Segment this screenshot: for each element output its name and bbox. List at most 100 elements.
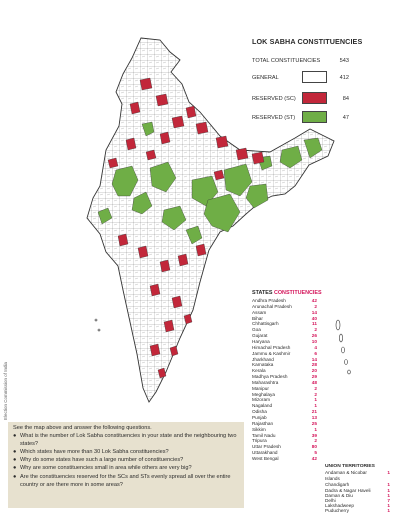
state-row: Jammu & Kashmir 6 — [252, 351, 317, 357]
state-row: Gujarat 26 — [252, 333, 317, 339]
state-constituency-count: 5 — [314, 450, 317, 456]
union-territory-constituency-count: 1 — [387, 508, 390, 513]
state-name: Assam — [252, 309, 267, 315]
state-name: Meghalaya — [252, 391, 275, 397]
state-constituency-count: 80 — [311, 444, 317, 450]
state-row: Haryana 10 — [252, 339, 317, 345]
sc-reserved-regions — [107, 77, 265, 379]
bullet-icon: ● — [13, 449, 17, 455]
state-name: Haryana — [252, 338, 270, 344]
union-territories-title: UNION TERRITORIES — [325, 464, 375, 469]
legend-st-swatch — [302, 111, 327, 123]
state-row: Uttar Pradesh 80 — [252, 444, 317, 450]
question-text: Why are some constituencies small in are… — [20, 465, 192, 471]
union-territory-constituency-count: 1 — [387, 503, 390, 508]
questions-intro: See the map above and answer the followi… — [13, 425, 152, 431]
total-constituencies-value: 543 — [339, 58, 349, 64]
question-text: Are the constituencies reserved for the … — [20, 474, 231, 488]
questions-box — [8, 422, 244, 508]
union-territory-row: Daman & Diu 1 — [325, 493, 390, 499]
state-name: Mizoram — [252, 397, 270, 403]
state-constituency-count: 42 — [311, 455, 317, 461]
state-row: Punjab 13 — [252, 415, 317, 421]
question-text: What is the number of Lok Sabha constitu… — [20, 433, 237, 447]
state-name: Madhya Pradesh — [252, 374, 288, 380]
st-reserved-regions — [97, 121, 323, 245]
state-constituency-count: 2 — [314, 438, 317, 444]
legend-sc-label: RESERVED (SC) — [252, 96, 296, 102]
state-constituency-count: 14 — [311, 356, 317, 362]
state-row: Rajasthan 25 — [252, 421, 317, 427]
states-title-highlight: CONSTITUENCIES — [273, 290, 322, 296]
legend-sc-swatch — [302, 92, 327, 104]
state-name: Odisha — [252, 409, 267, 415]
state-name: Jharkhand — [252, 356, 274, 362]
state-constituency-count: 14 — [311, 309, 317, 315]
state-constituency-count: 40 — [311, 315, 317, 321]
state-constituency-count: 1 — [314, 397, 317, 403]
state-row: Tamil Nadu 39 — [252, 433, 317, 439]
state-name: Kerala — [252, 368, 266, 374]
state-row: Madhya Pradesh 29 — [252, 374, 317, 380]
legend-general-value: 412 — [339, 75, 349, 81]
question-text: Which states have more than 30 Lok Sabha… — [20, 449, 169, 455]
state-name: Punjab — [252, 415, 267, 420]
state-row: Jharkhand 14 — [252, 357, 317, 363]
state-name: Himachal Pradesh — [252, 344, 291, 350]
state-name: Uttar Pradesh — [252, 444, 281, 450]
state-name: Tripura — [252, 438, 267, 444]
bullet-icon: ● — [13, 465, 17, 471]
state-row: Uttarakhand 5 — [252, 450, 317, 456]
state-name: Sikkim — [252, 426, 266, 432]
state-constituency-count: 11 — [312, 321, 317, 327]
union-territory-row: Dadra & Nagar Haveli 1 — [325, 488, 390, 494]
state-row: Arunachal Pradesh 2 — [252, 304, 317, 310]
state-constituency-count: 39 — [311, 432, 317, 438]
union-territory-name: Andaman & Nicobar Islands — [325, 470, 367, 481]
state-constituency-count: 25 — [311, 420, 317, 426]
state-name: Rajasthan — [252, 420, 274, 426]
legend-general-swatch — [302, 71, 327, 83]
states-table-title: STATES CONSTITUENCIES — [252, 290, 322, 296]
legend-st-label: RESERVED (ST) — [252, 115, 296, 121]
bullet-icon: ● — [13, 474, 17, 480]
state-name: Tamil Nadu — [252, 432, 276, 438]
source-credit: Election Commission of India — [3, 361, 8, 420]
legend-general-label: GENERAL — [252, 75, 279, 81]
state-name: Bihar — [252, 315, 263, 321]
state-row: Mizoram 1 — [252, 397, 317, 403]
union-territory-constituency-count: 7 — [387, 498, 390, 503]
state-row: Assam 14 — [252, 310, 317, 316]
state-name: Karnataka — [252, 362, 274, 368]
state-constituency-count: 42 — [311, 298, 317, 303]
state-name: Gujarat — [252, 333, 268, 339]
state-row: Karnataka 28 — [252, 362, 317, 368]
state-name: Nagaland — [252, 403, 273, 409]
union-territory-constituency-count: 1 — [387, 482, 390, 487]
union-territory-constituency-count: 1 — [387, 493, 390, 498]
total-constituencies-label: TOTAL CONSTITUENCIES — [252, 58, 321, 64]
union-territory-name: Daman & Diu — [325, 493, 353, 498]
state-constituency-count: 2 — [314, 385, 317, 391]
union-territory-constituency-count: 1 — [387, 470, 390, 475]
bullet-icon: ● — [13, 457, 17, 463]
state-row: Andhra Pradesh 42 — [252, 298, 317, 304]
state-constituency-count: 21 — [311, 409, 317, 415]
union-territory-row: Andaman & Nicobar Islands 1 — [325, 470, 390, 481]
union-territory-name: Lakshadweep — [325, 503, 354, 508]
state-row: Himachal Pradesh 4 — [252, 345, 317, 351]
union-territory-name: Puducherry — [325, 508, 349, 513]
state-name: Jammu & Kashmir — [252, 350, 291, 356]
state-row: Meghalaya 2 — [252, 392, 317, 398]
state-constituency-count: 26 — [311, 333, 317, 339]
state-constituency-count: 2 — [314, 327, 317, 333]
state-row: Odisha 21 — [252, 409, 317, 415]
state-constituency-count: 1 — [314, 426, 317, 432]
union-territory-name: Delhi — [325, 498, 336, 503]
state-row: West Bengal 42 — [252, 456, 317, 462]
state-constituency-count: 29 — [311, 374, 317, 380]
state-constituency-count: 2 — [314, 391, 317, 397]
state-constituency-count: 48 — [311, 379, 317, 385]
legend-sc-value: 84 — [342, 96, 349, 102]
